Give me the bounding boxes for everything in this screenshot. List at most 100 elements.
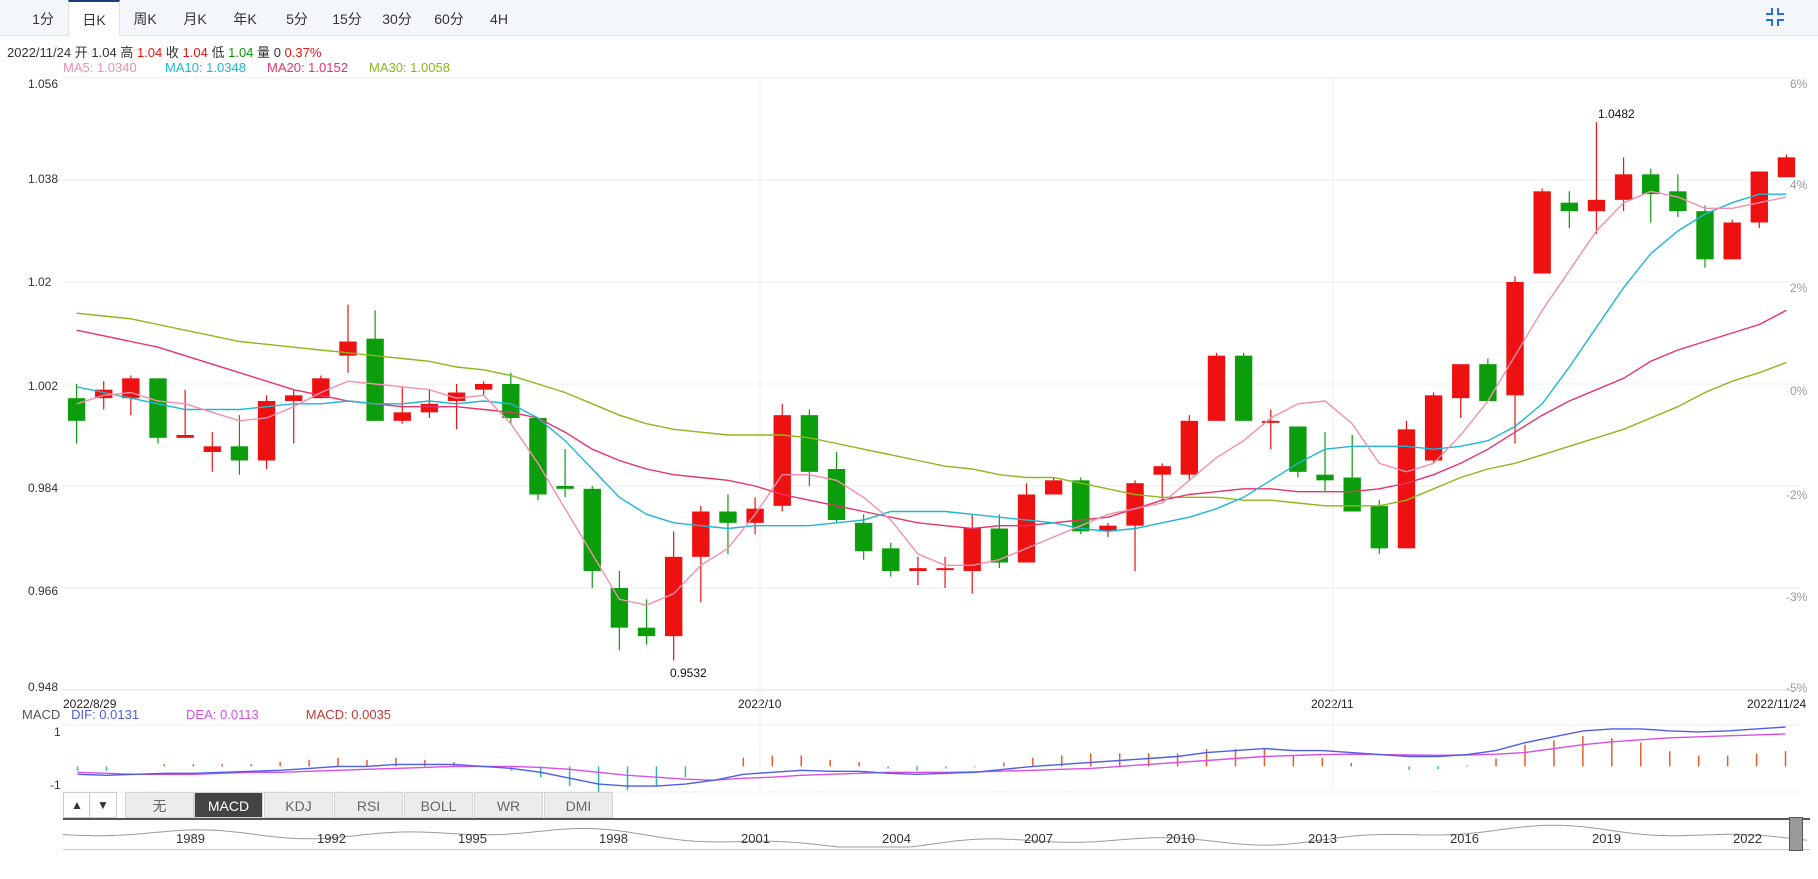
candle-body (1506, 282, 1524, 396)
candle-body (1316, 474, 1334, 481)
nav-year-1992: 1992 (317, 831, 346, 846)
x-label-end: 2022/11/24 (1747, 697, 1807, 711)
ma30-legend: MA30: 1.0058 (369, 60, 450, 75)
indicator-tab-macd[interactable]: MACD (194, 792, 263, 818)
ma10-line (76, 193, 1787, 533)
ma5-legend: MA5: 1.0340 (63, 60, 137, 75)
y-tick-6: 0.966 (28, 584, 59, 598)
info-date: 2022/11/24 (7, 45, 72, 60)
candle-body (882, 548, 900, 571)
candle-body (1262, 420, 1280, 423)
nav-year-2022: 2022 (1733, 831, 1762, 846)
candle-body (257, 401, 276, 461)
candle-body (692, 511, 710, 557)
ma20-line (76, 309, 1787, 530)
y-tick-2: 1.038 (28, 172, 59, 186)
ma30-line (76, 312, 1787, 507)
info-change: 0.37% (284, 45, 322, 60)
indicator-tab-rsi[interactable]: RSI (334, 792, 403, 818)
indicator-tab-kdj[interactable]: KDJ (264, 792, 333, 818)
info-open: 1.04 (91, 45, 117, 60)
ma10-legend: MA10: 1.0348 (165, 60, 246, 75)
dif-value: DIF: 0.0131 (71, 707, 140, 722)
candle-body (963, 528, 981, 571)
ohlc-info: 2022/11/24 开 1.04 高 1.04 收 1.04 低 1.04 量… (7, 42, 321, 61)
tab-5min[interactable]: 5分 (286, 11, 308, 27)
candle-body (719, 511, 737, 523)
candle-body (420, 403, 439, 413)
candle-body (1587, 199, 1606, 212)
macd-legend: MACD DIF: 0.0131 DEA: 0.0113 MACD: 0.003… (22, 707, 391, 722)
candle-body (474, 384, 493, 390)
tab-30min[interactable]: 30分 (382, 11, 412, 27)
nav-year-2013: 2013 (1308, 831, 1337, 846)
collapse-fullscreen-icon[interactable] (1764, 6, 1786, 28)
candle-body (936, 568, 954, 571)
scroll-down-button[interactable]: ▼ (89, 792, 117, 818)
candle-body (285, 395, 303, 401)
info-vol-label: 量 (257, 45, 271, 60)
dif-line (77, 726, 1786, 787)
tab-daily[interactable]: 日K (68, 0, 120, 36)
y-tick-5: 0.984 (28, 481, 59, 495)
tab-60min[interactable]: 60分 (434, 11, 464, 27)
nav-year-2004: 2004 (882, 831, 911, 846)
candle-body (502, 384, 520, 418)
navigator-handle[interactable] (1789, 817, 1803, 851)
pct-tick-3: 2% (1790, 281, 1808, 295)
pct-tick-4: 0% (1790, 384, 1808, 398)
candle-body (773, 415, 791, 506)
info-low: 1.04 (228, 45, 254, 60)
range-navigator[interactable] (63, 818, 1810, 850)
candle-body (203, 446, 221, 452)
candle-body (122, 378, 140, 399)
y-tick-1: 1.056 (28, 77, 59, 91)
candle-body (746, 508, 764, 523)
tab-weekly[interactable]: 周K (133, 11, 157, 27)
y-tick-7: 0.948 (28, 680, 59, 694)
candle-body (1642, 174, 1660, 195)
x-label-start: 2022/8/29 (63, 697, 117, 711)
nav-year-1995: 1995 (458, 831, 487, 846)
indicator-tab-none[interactable]: 无 (125, 792, 194, 818)
dea-line (77, 733, 1786, 781)
candle-body (1072, 480, 1090, 532)
candle-body (230, 446, 249, 461)
x-label-nov: 2022/11 (1311, 697, 1354, 711)
candle-body (1669, 191, 1687, 212)
info-vol: 0 (273, 45, 281, 60)
candle-body (637, 627, 656, 637)
nav-year-2010: 2010 (1166, 831, 1195, 846)
nav-year-2016: 2016 (1450, 831, 1479, 846)
scroll-up-button[interactable]: ▲ (63, 792, 91, 818)
pct-tick-6: -3% (1786, 590, 1808, 604)
candle-body (1180, 420, 1199, 475)
info-low-label: 低 (211, 45, 225, 60)
tab-yearly[interactable]: 年K (233, 11, 257, 27)
min-price-label: 0.9532 (670, 666, 707, 680)
y-tick-4: 1.002 (28, 379, 59, 393)
tab-4h[interactable]: 4H (490, 11, 508, 27)
indicator-tab-dmi[interactable]: DMI (544, 792, 613, 818)
macd-name: MACD (22, 707, 61, 722)
tab-1min[interactable]: 1分 (32, 11, 54, 27)
tab-15min[interactable]: 15分 (332, 11, 362, 27)
pct-tick-7: -5% (1786, 681, 1808, 695)
info-open-label: 开 (74, 45, 88, 60)
candle-body (800, 415, 819, 472)
candle-body (1560, 202, 1578, 212)
pct-tick-5: -2% (1786, 488, 1808, 502)
candle-body (1614, 174, 1633, 200)
candle-body (664, 556, 683, 637)
navigator-sparkline (63, 824, 1808, 848)
tab-monthly[interactable]: 月K (183, 11, 207, 27)
indicator-tab-wr[interactable]: WR (474, 792, 543, 818)
dea-value: DEA: 0.0113 (186, 707, 259, 722)
macd-tick-bottom: -1 (50, 778, 61, 792)
period-tab-bar: 1分 日K 周K 月K 年K 5分 15分 30分 60分 4H (0, 0, 1818, 36)
indicator-tab-boll[interactable]: BOLL (404, 792, 473, 818)
y-tick-3: 1.02 (28, 275, 52, 289)
candle-body (854, 522, 873, 552)
candle-body (149, 378, 167, 438)
